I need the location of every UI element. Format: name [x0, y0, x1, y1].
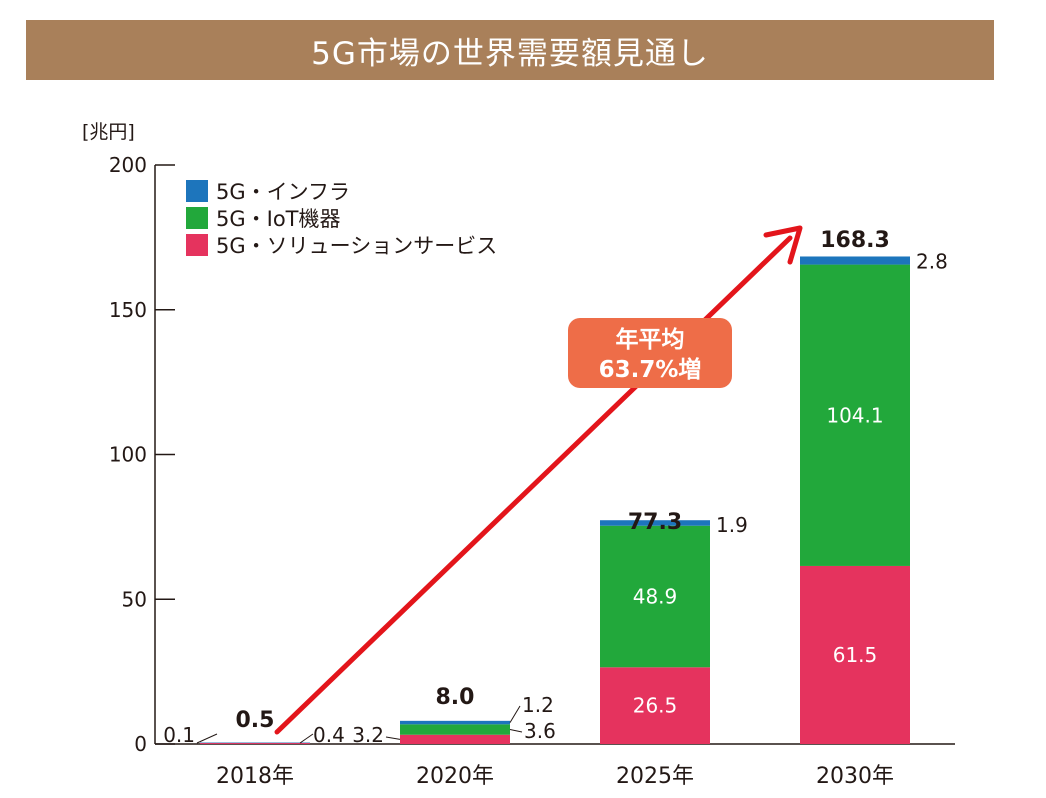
bar-segment — [600, 525, 710, 668]
segment-value-label: 1.9 — [716, 513, 748, 537]
bars-group — [200, 256, 910, 744]
x-tick-label: 2030年 — [816, 764, 894, 789]
leader-line — [509, 729, 523, 733]
y-tick-label: 100 — [109, 443, 147, 467]
leader-line — [299, 733, 314, 744]
total-value-label: 168.3 — [820, 228, 890, 253]
growth-callout-line1: 年平均 — [616, 326, 685, 353]
y-tick-label: 150 — [109, 298, 147, 322]
bar-segment — [200, 742, 310, 744]
growth-arrow-line — [274, 235, 793, 735]
value-labels: 26.5 48.9 1.9 61.5 104.1 2.8 1.23.6 3.2 0.1 0.4 0.… — [163, 228, 948, 747]
bar-segment — [400, 720, 510, 725]
growth-annotation: 年平均 63.7%増 — [274, 225, 803, 735]
leader-line — [196, 733, 218, 744]
chart-title: 5G市場の世界需要額見通し — [311, 35, 709, 72]
y-tick-label: 200 — [109, 153, 147, 177]
x-tick-label: 2020年 — [416, 764, 494, 789]
bar-segment — [600, 667, 710, 744]
leader-line — [509, 705, 521, 723]
total-value-label: 8.0 — [436, 685, 475, 710]
bar-segment — [800, 565, 910, 744]
bar-segment — [800, 256, 910, 265]
segment-value-label: 61.5 — [833, 643, 878, 667]
segment-value-label: 0.4 — [313, 723, 345, 747]
y-tick-label: 50 — [122, 587, 147, 611]
total-value-label: 77.3 — [628, 510, 682, 535]
total-value-label: 0.5 — [236, 708, 275, 733]
legend: 5G・インフラ 5G・IoT機器 5G・ソリューションサービス — [186, 180, 497, 258]
segment-value-label: 3.2 — [352, 723, 384, 747]
x-tick-label: 2018年 — [216, 764, 294, 789]
bar-segment — [200, 742, 310, 744]
segment-value-label: 1.2 — [522, 693, 554, 717]
segment-value-label: 3.6 — [524, 719, 556, 743]
legend-swatch — [186, 180, 208, 202]
legend-label: 5G・ソリューションサービス — [216, 234, 497, 258]
growth-arrow-head — [763, 225, 803, 265]
bar-segment — [800, 264, 910, 566]
segment-value-label: 0.1 — [163, 723, 195, 747]
segment-value-label: 2.8 — [916, 249, 948, 273]
legend-label: 5G・インフラ — [216, 180, 350, 204]
x-tick-label: 2025年 — [616, 764, 694, 789]
legend-swatch — [186, 234, 208, 256]
growth-callout-line2: 63.7%増 — [599, 356, 702, 383]
axes: 0 50 100 150 200 2018年 2020年 2025年 2030年 — [109, 153, 955, 789]
bar-segment — [400, 734, 510, 744]
legend-swatch — [186, 207, 208, 229]
bar-segment — [600, 520, 710, 526]
segment-value-label: 48.9 — [633, 584, 678, 608]
bar-segment — [400, 724, 510, 735]
y-tick-label: 0 — [134, 732, 147, 756]
segment-value-label: 104.1 — [826, 403, 883, 427]
growth-callout-box — [568, 318, 732, 388]
y-axis-unit-label: [兆円] — [82, 121, 135, 143]
chart-title-bar: 5G市場の世界需要額見通し — [26, 20, 994, 80]
leader-line — [385, 736, 401, 740]
legend-label: 5G・IoT機器 — [216, 207, 341, 231]
segment-value-label: 26.5 — [633, 694, 678, 718]
